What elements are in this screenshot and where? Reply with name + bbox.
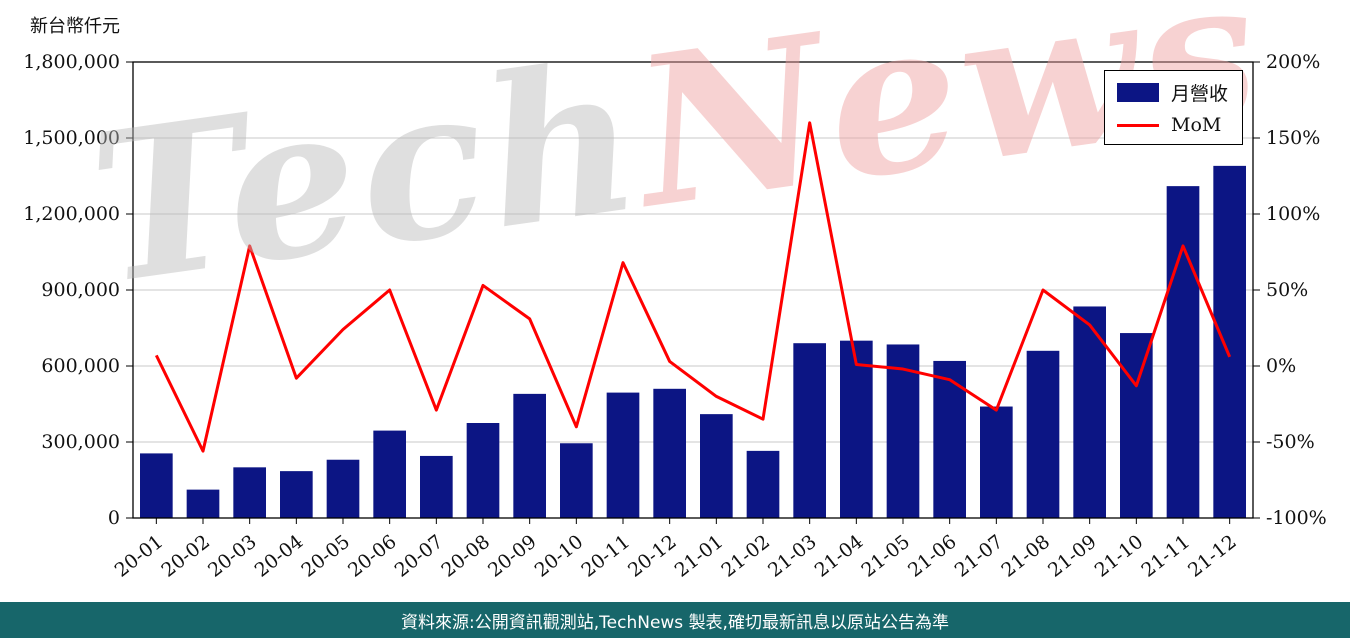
x-axis-tick-label: 20-09 bbox=[484, 531, 541, 582]
x-axis-tick-label: 20-04 bbox=[251, 531, 308, 582]
source-text: 資料來源:公開資訊觀測站,TechNews 製表,確切最新訊息以原站公告為準 bbox=[401, 612, 949, 633]
right-axis-tick-label: -100% bbox=[1266, 507, 1327, 529]
legend-line-label: MoM bbox=[1170, 114, 1222, 136]
left-axis-tick-label: 1,200,000 bbox=[23, 203, 120, 225]
x-axis-tick-label: 21-09 bbox=[1044, 531, 1101, 582]
revenue-bar bbox=[980, 406, 1013, 518]
revenue-bar bbox=[1166, 186, 1200, 518]
right-axis-tick-label: 50% bbox=[1266, 279, 1308, 301]
revenue-bar bbox=[373, 430, 406, 518]
chart-plot: 0 300,000 600,000 900,000 1,200,000 1,500,000… bbox=[23, 51, 1327, 582]
axis-unit-label: 新台幣仟元 bbox=[30, 16, 120, 37]
x-axis-tick-label: 21-07 bbox=[951, 531, 1008, 582]
revenue-bar bbox=[840, 340, 873, 518]
revenue-bar bbox=[746, 450, 780, 518]
left-axis-tick-label: 1,500,000 bbox=[23, 127, 120, 149]
revenue-bar-swatch bbox=[1116, 83, 1159, 102]
legend-row-revenue: 月營收 bbox=[1116, 79, 1228, 106]
right-axis-tick-label: 100% bbox=[1266, 203, 1320, 225]
mom-line bbox=[154, 121, 1232, 453]
revenue-bar bbox=[933, 360, 966, 518]
chart-legend: 月營收 MoM bbox=[1103, 70, 1243, 145]
left-axis-tick-label: 300,000 bbox=[41, 431, 120, 453]
right-axis-tick-label: 0% bbox=[1266, 355, 1296, 377]
x-axis-tick-label: 21-11 bbox=[1137, 531, 1194, 582]
legend-bar-label: 月營收 bbox=[1170, 83, 1228, 105]
revenue-bar bbox=[513, 393, 546, 518]
x-axis-tick-label: 20-11 bbox=[577, 531, 634, 582]
revenue-bar bbox=[886, 344, 920, 518]
left-axis-tick-label: 900,000 bbox=[41, 279, 120, 301]
revenue-bar bbox=[233, 467, 266, 518]
x-axis-tick-label: 20-08 bbox=[437, 531, 494, 582]
left-axis-tick-label: 0 bbox=[108, 507, 120, 529]
x-axis-tick-label: 21-04 bbox=[811, 531, 868, 582]
x-axis-tick-label: 20-02 bbox=[157, 531, 214, 582]
left-axis-tick-label: 600,000 bbox=[41, 355, 120, 377]
revenue-bar bbox=[420, 455, 453, 518]
right-axis-tick-label: 200% bbox=[1266, 51, 1320, 73]
revenue-bar bbox=[1213, 165, 1246, 518]
revenue-bar bbox=[560, 443, 593, 518]
x-axis-tick-label: 20-12 bbox=[624, 531, 681, 582]
revenue-bar bbox=[466, 423, 500, 518]
mom-line-swatch bbox=[1116, 123, 1159, 127]
x-axis-tick-label: 20-05 bbox=[297, 531, 354, 582]
plot-border bbox=[132, 61, 1254, 519]
revenue-bar bbox=[140, 453, 173, 518]
x-axis-tick-label: 20-01 bbox=[111, 531, 168, 582]
x-axis-tick-label: 20-07 bbox=[391, 531, 448, 582]
x-axis-tick-label: 21-05 bbox=[857, 531, 914, 582]
revenue-bar bbox=[653, 388, 686, 518]
right-axis-tick-label: -50% bbox=[1266, 431, 1315, 453]
x-axis-tick-label: 21-01 bbox=[671, 531, 728, 582]
revenue-bar bbox=[326, 459, 360, 518]
x-axis-tick-label: 20-03 bbox=[204, 531, 261, 582]
x-axis-tick-label: 21-03 bbox=[764, 531, 821, 582]
revenue-bar bbox=[1073, 306, 1106, 518]
x-axis-tick-label: 20-06 bbox=[344, 531, 401, 582]
revenue-bar bbox=[700, 414, 733, 518]
revenue-bar bbox=[606, 392, 640, 518]
x-axis-tick-label: 20-10 bbox=[531, 531, 588, 582]
x-axis-tick-label: 21-12 bbox=[1184, 531, 1241, 582]
x-axis-tick-label: 21-06 bbox=[904, 531, 961, 582]
x-axis-tick-label: 21-08 bbox=[997, 531, 1054, 582]
left-axis-tick-label: 1,800,000 bbox=[23, 51, 120, 73]
right-axis-tick-label: 150% bbox=[1266, 127, 1320, 149]
source-footer: 資料來源:公開資訊觀測站,TechNews 製表,確切最新訊息以原站公告為準 bbox=[0, 602, 1350, 638]
revenue-bar bbox=[186, 489, 220, 518]
revenue-bar bbox=[793, 343, 826, 518]
revenue-bar bbox=[1120, 333, 1153, 518]
x-axis-tick-label: 21-10 bbox=[1091, 531, 1148, 582]
revenue-bar bbox=[1026, 350, 1060, 518]
x-axis-tick-label: 21-02 bbox=[717, 531, 774, 582]
legend-row-mom: MoM bbox=[1116, 114, 1228, 136]
revenue-bar bbox=[280, 471, 313, 518]
